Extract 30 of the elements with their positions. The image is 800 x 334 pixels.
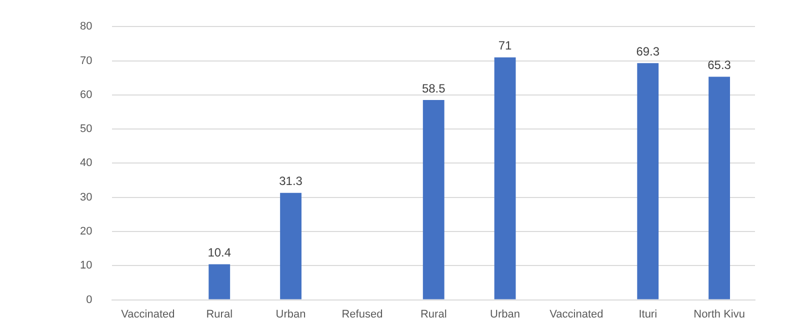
- x-tick-label: Rural: [420, 308, 447, 320]
- data-label: 31.3: [279, 174, 303, 188]
- x-tick-label: Urban: [276, 308, 306, 320]
- data-label: 58.5: [422, 81, 446, 96]
- y-tick-label: 10: [80, 260, 92, 272]
- data-label: 10.4: [208, 246, 232, 260]
- x-tick-label: Vaccinated: [550, 308, 604, 320]
- y-tick-label: 80: [80, 20, 92, 33]
- data-label: 65.3: [708, 58, 732, 72]
- x-tick-label: Vaccinated: [121, 308, 175, 320]
- bar: [280, 192, 302, 300]
- data-label: 71: [498, 38, 512, 53]
- bar: [708, 76, 730, 300]
- data-label: 69.3: [636, 44, 660, 58]
- bar: [208, 264, 230, 300]
- y-tick-label: 60: [80, 88, 92, 101]
- y-tick-label: 40: [80, 157, 92, 170]
- bar: [422, 100, 444, 300]
- x-tick-label: North Kivu: [694, 308, 745, 320]
- x-tick-label: Urban: [490, 308, 520, 320]
- x-tick-label: Ituri: [638, 308, 658, 320]
- y-tick-label: 20: [80, 226, 92, 238]
- bar: [637, 63, 659, 300]
- y-tick-label: 50: [80, 123, 92, 136]
- bar: [494, 57, 516, 300]
- x-tick-label: Refused: [342, 308, 383, 320]
- y-tick-label: 70: [80, 54, 92, 67]
- y-tick-label: 30: [80, 191, 92, 204]
- x-tick-label: Rural: [206, 308, 233, 320]
- y-tick-label: 0: [86, 294, 92, 306]
